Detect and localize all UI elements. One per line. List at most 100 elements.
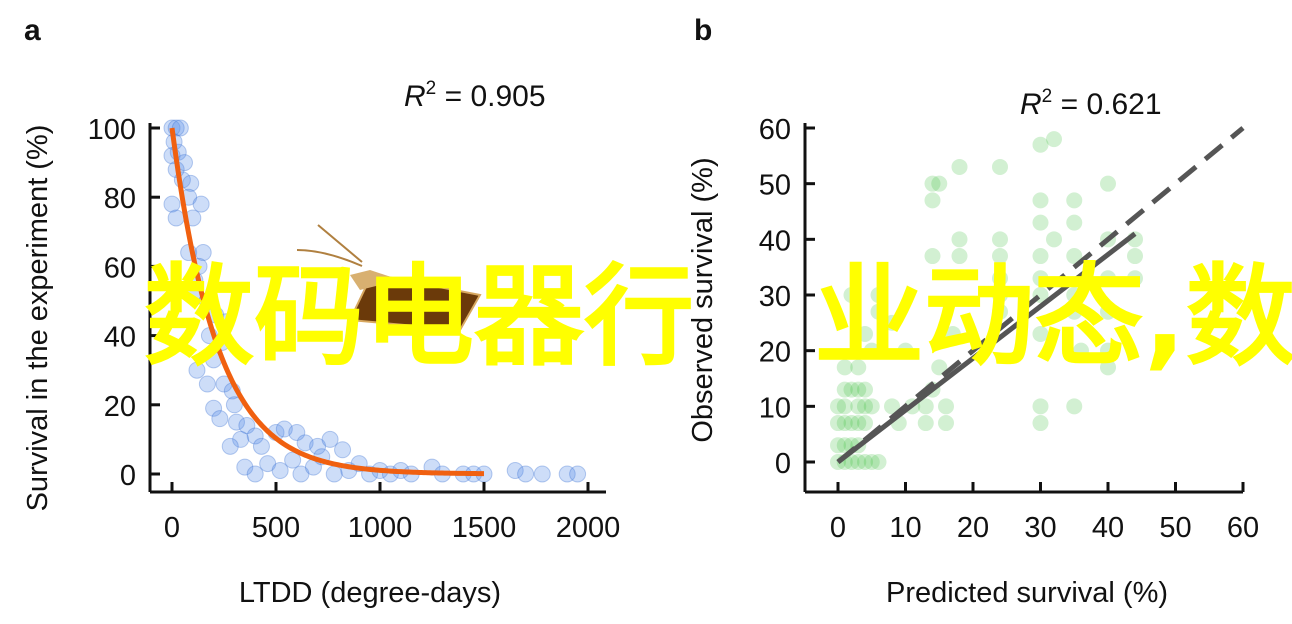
data-point	[850, 398, 867, 415]
data-point	[1066, 248, 1083, 265]
data-point	[292, 465, 310, 483]
data-point	[194, 244, 212, 262]
data-point	[1073, 342, 1089, 359]
data-point	[192, 195, 210, 213]
data-point	[225, 396, 243, 414]
data-point	[857, 454, 873, 470]
data-point	[1032, 415, 1049, 432]
panel-b-label: b	[694, 14, 712, 47]
data-point	[221, 437, 239, 455]
x-tick-label: 1500	[452, 512, 517, 544]
data-point	[211, 410, 229, 428]
data-point	[1032, 248, 1049, 265]
r2-b-value: = 0.621	[1052, 88, 1161, 121]
data-point	[924, 248, 941, 265]
data-point	[325, 465, 343, 483]
data-point	[836, 381, 853, 398]
data-point	[182, 174, 200, 192]
data-point	[850, 454, 867, 470]
data-point	[1032, 214, 1049, 231]
data-point	[992, 231, 1008, 248]
data-point	[951, 158, 968, 175]
data-point	[836, 359, 853, 376]
r2-b-sup: 2	[1042, 86, 1053, 107]
data-point	[917, 398, 934, 415]
data-point	[1032, 325, 1049, 342]
data-point	[227, 413, 245, 431]
data-point	[992, 270, 1008, 287]
data-point	[517, 465, 535, 483]
data-point	[857, 398, 873, 415]
data-point	[1032, 136, 1049, 153]
data-point	[533, 465, 551, 483]
data-point	[843, 415, 860, 432]
data-point	[992, 303, 1008, 320]
panel-b-axes: 0 10 20 30 40 50 60 0 10 20 30 40 50 60	[759, 114, 1259, 544]
data-point	[836, 398, 853, 415]
data-point	[836, 437, 853, 454]
data-point	[857, 325, 873, 342]
data-point	[275, 420, 293, 438]
data-point	[870, 287, 887, 303]
y-tick-label: 80	[104, 183, 136, 215]
x-tick-label: 20	[957, 512, 989, 544]
data-point	[198, 375, 216, 393]
x-tick-label: 0	[164, 512, 180, 544]
panel-a-r2-annotation: R2 = 0.905	[404, 78, 546, 113]
y-tick-label: 10	[759, 392, 791, 424]
data-point	[1100, 342, 1116, 359]
data-point	[951, 248, 968, 265]
data-point	[1046, 131, 1062, 148]
data-point	[931, 359, 948, 376]
data-point	[1066, 398, 1083, 415]
data-point	[1100, 359, 1116, 376]
data-point	[1100, 175, 1116, 192]
y-tick-label: 30	[759, 281, 791, 313]
x-tick-label: 500	[252, 512, 300, 544]
panel-a-label: a	[24, 14, 41, 47]
panel-b-points	[830, 131, 1143, 470]
data-point	[334, 441, 352, 459]
panel-b-r2-annotation: R2 = 0.621	[1020, 86, 1162, 121]
data-point	[870, 454, 887, 470]
data-point	[897, 342, 914, 359]
panel-a-x-axis-label: LTDD (degree-days)	[239, 577, 501, 609]
panel-a-y-axis-label: Survival in the experiment (%)	[22, 125, 54, 512]
data-point	[924, 192, 941, 209]
data-point	[884, 314, 900, 331]
data-point	[1127, 248, 1143, 265]
x-tick-label: 60	[1227, 512, 1259, 544]
x-tick-label: 2000	[556, 512, 621, 544]
data-point	[188, 361, 206, 379]
y-tick-label: 0	[775, 448, 791, 480]
data-point	[1100, 303, 1116, 320]
data-point	[944, 325, 961, 342]
data-point	[167, 209, 185, 227]
data-point	[992, 287, 1008, 303]
r2-a-sup: 2	[426, 78, 437, 99]
data-point	[1032, 270, 1049, 287]
data-point	[1066, 303, 1083, 320]
data-point	[850, 359, 867, 376]
data-point	[863, 454, 880, 470]
data-point	[850, 415, 867, 432]
data-point	[843, 454, 860, 470]
y-tick-label: 100	[88, 114, 136, 146]
data-point	[163, 195, 181, 213]
y-tick-label: 60	[104, 252, 136, 284]
data-point	[857, 415, 873, 432]
data-point	[1046, 231, 1062, 248]
data-point	[924, 175, 941, 192]
panel-b-fit-line	[836, 231, 1137, 464]
data-point	[931, 175, 948, 192]
data-point	[992, 158, 1008, 175]
data-point	[309, 437, 327, 455]
data-point	[1127, 270, 1143, 287]
data-point	[863, 342, 880, 359]
data-point	[938, 398, 954, 415]
panel-b-reference-line	[836, 126, 1245, 464]
data-point	[938, 415, 954, 432]
data-point	[205, 399, 223, 417]
x-tick-label: 1000	[348, 512, 413, 544]
